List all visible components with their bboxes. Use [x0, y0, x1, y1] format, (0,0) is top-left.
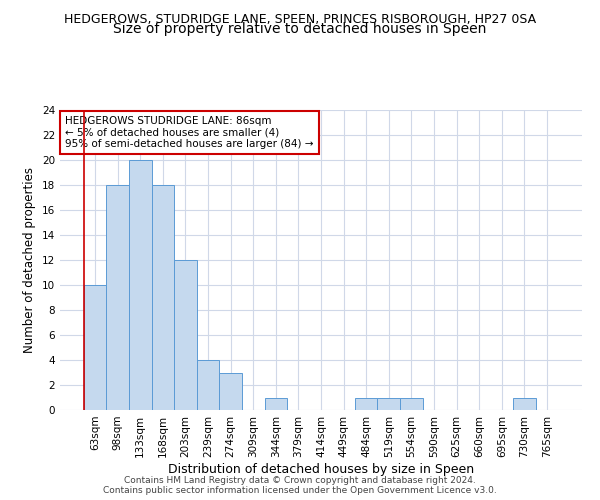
Text: Contains HM Land Registry data © Crown copyright and database right 2024.
Contai: Contains HM Land Registry data © Crown c… — [103, 476, 497, 495]
Bar — [220, 372, 242, 410]
Text: Size of property relative to detached houses in Speen: Size of property relative to detached ho… — [113, 22, 487, 36]
Bar — [400, 398, 422, 410]
Bar — [265, 398, 287, 410]
Bar — [174, 260, 197, 410]
X-axis label: Distribution of detached houses by size in Speen: Distribution of detached houses by size … — [168, 462, 474, 475]
Bar — [377, 398, 400, 410]
Bar — [106, 185, 129, 410]
Bar — [197, 360, 220, 410]
Bar — [513, 398, 536, 410]
Text: HEDGEROWS STUDRIDGE LANE: 86sqm
← 5% of detached houses are smaller (4)
95% of s: HEDGEROWS STUDRIDGE LANE: 86sqm ← 5% of … — [65, 116, 314, 149]
Text: HEDGEROWS, STUDRIDGE LANE, SPEEN, PRINCES RISBOROUGH, HP27 0SA: HEDGEROWS, STUDRIDGE LANE, SPEEN, PRINCE… — [64, 12, 536, 26]
Y-axis label: Number of detached properties: Number of detached properties — [23, 167, 37, 353]
Bar — [129, 160, 152, 410]
Bar — [84, 285, 106, 410]
Bar — [152, 185, 174, 410]
Bar — [355, 398, 377, 410]
